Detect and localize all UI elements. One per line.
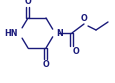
Text: O: O <box>24 0 31 6</box>
Text: O: O <box>80 14 87 23</box>
Text: HN: HN <box>4 28 18 38</box>
Text: O: O <box>72 47 79 56</box>
Text: N: N <box>56 28 62 38</box>
Text: O: O <box>42 60 49 69</box>
